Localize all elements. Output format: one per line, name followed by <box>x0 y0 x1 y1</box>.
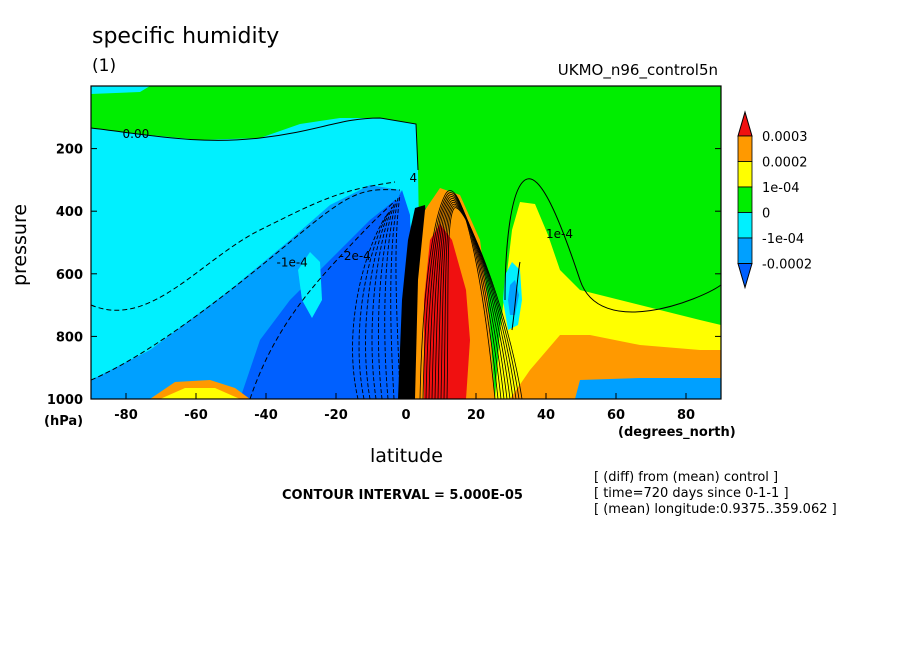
note-diff: [ (diff) from (mean) control ] <box>594 470 779 485</box>
x-tick-label: 20 <box>467 408 485 423</box>
colorbar-swatch <box>737 161 753 188</box>
contour-core-line <box>440 203 517 400</box>
region-blue-sw <box>240 200 405 399</box>
contour-blue-line <box>352 215 387 400</box>
contour-fill-layer <box>91 86 721 399</box>
x-tick-label: 40 <box>537 408 555 423</box>
x-axis-label: latitude <box>370 445 443 467</box>
contour-dashed-2 <box>90 189 401 381</box>
region-red <box>424 224 470 399</box>
colorbar-label: 0.0003 <box>762 130 808 145</box>
contour-label: -1e-4 <box>277 255 308 269</box>
x-axis-unit: (degrees_north) <box>618 425 736 440</box>
contour-blue-line <box>358 212 389 400</box>
contour-blue-line <box>365 209 391 400</box>
contour-label: -2e-4 <box>340 249 371 263</box>
y-tick-label: 600 <box>56 268 83 283</box>
run-label: UKMO_n96_control5n <box>557 61 718 79</box>
colorbar-swatch <box>737 135 753 162</box>
contour-core-line <box>437 201 514 400</box>
contour-core-line <box>434 200 511 400</box>
contour-label: 1e-4 <box>546 227 573 241</box>
colorbar-swatch <box>737 237 753 264</box>
contour-blue-line <box>384 200 397 400</box>
contour-core-line <box>431 198 508 400</box>
axes-layer: -80 -60 -40 -20 0 20 40 60 80 200 400 600 800 1000 <box>47 143 721 423</box>
contour-core-line <box>425 194 502 400</box>
y-axis-unit: (hPa) <box>44 414 84 429</box>
contour-blue-line <box>390 197 399 400</box>
region-cyan-topleft <box>91 86 150 94</box>
colorbar-label: -0.0002 <box>762 258 812 273</box>
contour-line-layer <box>90 117 722 400</box>
colorbar-legend: 0.0003 0.0002 1e-04 0 -1e-04 -0.0002 <box>737 110 812 290</box>
y-tick-label: 1000 <box>47 393 83 408</box>
x-tick-label: 60 <box>607 408 625 423</box>
contour-interval-label: CONTOUR INTERVAL = 5.000E-05 <box>282 488 523 503</box>
colorbar-swatch <box>737 212 753 239</box>
y-tick-label: 800 <box>56 330 83 345</box>
colorbar-label: 1e-04 <box>762 181 800 196</box>
contour-label: 4 <box>410 171 418 185</box>
chart-title: specific humidity <box>92 24 280 49</box>
contour-blue-line <box>371 206 393 400</box>
y-tick-label: 400 <box>56 205 83 220</box>
contour-core-line <box>428 196 505 400</box>
colorbar-bottom-arrow <box>737 263 753 290</box>
x-tick-label: -20 <box>324 408 348 423</box>
x-tick-label: 0 <box>401 408 410 423</box>
contour-core-line <box>443 205 520 400</box>
colorbar-top-arrow <box>737 110 753 137</box>
contour-label-layer: 0.00 -1e-4 -2e-4 1e-4 4 <box>123 127 573 269</box>
contour-core-line <box>422 192 499 400</box>
contour-blue-line <box>395 194 401 400</box>
contour-blue-line <box>377 203 395 400</box>
note-time: [ time=720 days since 0-1-1 ] <box>594 486 789 501</box>
region-hatch-se <box>575 378 721 399</box>
contour-label: 0.00 <box>123 127 150 141</box>
x-tick-label: -60 <box>184 408 208 423</box>
contour-dashed-3 <box>249 199 397 400</box>
region-cyan-cell <box>298 252 322 318</box>
colorbar-swatch <box>737 186 753 213</box>
contour-core-line <box>419 190 496 400</box>
region-yellow-sw <box>160 388 240 399</box>
x-tick-label: -80 <box>114 408 138 423</box>
contour-ne-2 <box>511 261 521 331</box>
colorbar-label: -1e-04 <box>762 232 804 247</box>
contour-core-line <box>446 207 523 400</box>
contour-ne-1 <box>504 178 722 313</box>
y-tick-label: 200 <box>56 143 83 158</box>
x-tick-label: 80 <box>677 408 695 423</box>
colorbar-label: 0 <box>762 207 770 222</box>
colorbar-label: 0.0002 <box>762 156 808 171</box>
chart-subtitle: (1) <box>92 56 117 76</box>
contour-zero <box>90 117 419 171</box>
note-longitude: [ (mean) longitude:0.9375..359.062 ] <box>594 502 837 517</box>
x-tick-label: -40 <box>254 408 278 423</box>
contour-dashed-1 <box>90 181 396 311</box>
